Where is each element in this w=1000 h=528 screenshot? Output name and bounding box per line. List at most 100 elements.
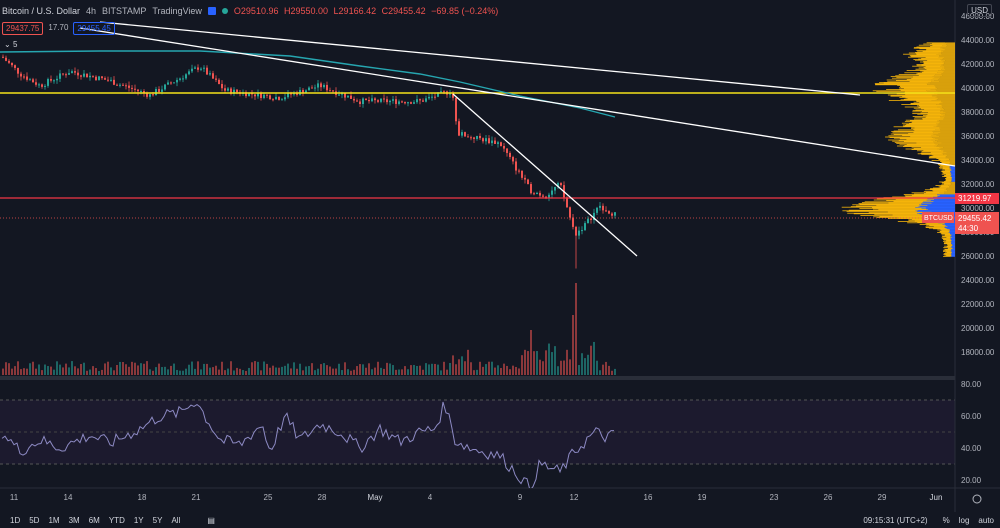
sell-price-button[interactable]: 29437.75 xyxy=(2,22,44,35)
close-value: C29455.42 xyxy=(381,6,426,16)
time-tick-label: 16 xyxy=(644,493,653,502)
vp-bar-up xyxy=(937,139,955,140)
volume-bar xyxy=(377,361,379,375)
volume-bar xyxy=(578,365,580,375)
vp-bar-value xyxy=(945,253,952,255)
vp-bar-value xyxy=(916,73,942,75)
candle-body xyxy=(608,211,610,214)
time-axis[interactable]: 11 14 18 21 25 28 May 4 9 12 16 19 23 26 29 Jun xyxy=(10,493,943,502)
vp-bar-value xyxy=(923,71,944,72)
candle-body xyxy=(146,93,148,97)
vp-bar-up xyxy=(935,129,955,131)
vp-bar-up xyxy=(936,134,955,136)
vp-bar-up xyxy=(933,130,955,132)
vp-bar-value xyxy=(879,82,929,83)
pane-separator[interactable] xyxy=(0,376,955,380)
platform-label: TradingView xyxy=(152,6,202,16)
vp-bar-value xyxy=(892,214,934,216)
date-range-icon[interactable]: ▤ xyxy=(207,515,215,525)
vp-bar-value xyxy=(914,59,941,61)
vp-bar-up xyxy=(926,199,955,201)
volume-bar xyxy=(188,364,190,375)
interval-label[interactable]: 4h xyxy=(86,6,97,16)
volume-bar xyxy=(299,363,301,375)
indicator-collapse[interactable]: ⌄ 5 xyxy=(4,40,18,49)
vp-bar-up xyxy=(949,163,955,164)
range-5y-button[interactable]: 5Y xyxy=(152,515,163,525)
vp-bar-up xyxy=(944,68,955,69)
candle-body xyxy=(122,84,124,86)
symbol-name[interactable]: Bitcoin / U.S. Dollar xyxy=(2,6,81,16)
vp-bar-value xyxy=(848,209,918,211)
range-1d-button[interactable]: 1D xyxy=(10,515,21,525)
vp-bar-value xyxy=(941,161,951,163)
vp-bar-up xyxy=(944,227,955,228)
vp-bar-up xyxy=(952,177,955,179)
clock[interactable]: 09:15:31 (UTC+2) xyxy=(863,515,928,525)
volume-bar xyxy=(296,368,298,375)
range-1m-button[interactable]: 1M xyxy=(48,515,60,525)
volume-bar xyxy=(122,362,124,375)
vp-bar-value xyxy=(941,184,951,186)
rsi-line[interactable] xyxy=(1,401,614,490)
volume-bar xyxy=(539,359,541,375)
range-6m-button[interactable]: 6M xyxy=(88,515,100,525)
vp-bar-value xyxy=(943,251,951,252)
moving-average-line[interactable] xyxy=(0,50,616,118)
volume-bar xyxy=(215,365,217,375)
vp-bar-up xyxy=(948,232,955,233)
vp-bar-value xyxy=(932,45,948,47)
vp-bar-value xyxy=(910,103,940,104)
candlesticks[interactable] xyxy=(2,54,616,269)
range-1y-button[interactable]: 1Y xyxy=(133,515,144,525)
vp-bar-value xyxy=(916,46,942,48)
vp-bar-value xyxy=(944,234,952,236)
vp-bar-value xyxy=(942,172,951,174)
volume-bar xyxy=(284,365,286,375)
settings-gear-icon[interactable] xyxy=(972,494,982,504)
trendline-lower[interactable] xyxy=(452,93,638,257)
trendline-upper[interactable] xyxy=(99,21,861,96)
volume-bar xyxy=(560,360,562,375)
vp-bar-value xyxy=(943,256,951,257)
vp-bar-up xyxy=(931,139,955,141)
vp-bar-value xyxy=(896,143,935,144)
vp-bar-up xyxy=(949,159,955,161)
vp-bar-up xyxy=(951,253,955,255)
candle-body xyxy=(434,96,436,98)
percent-toggle[interactable]: % xyxy=(942,515,950,525)
range-5d-button[interactable]: 5D xyxy=(29,515,40,525)
vp-bar-up xyxy=(952,248,955,249)
vp-bar-value xyxy=(887,211,932,213)
auto-toggle[interactable]: auto xyxy=(978,515,994,525)
buy-price-button[interactable]: 29455.45 xyxy=(73,22,115,35)
vp-bar-up xyxy=(933,137,955,139)
rsi-axis[interactable]: 80.00 60.00 40.00 20.00 xyxy=(961,380,982,485)
vp-bar-up xyxy=(939,56,955,57)
log-toggle[interactable]: log xyxy=(958,515,970,525)
vp-bar-value xyxy=(946,239,952,241)
vp-bar-value xyxy=(911,128,940,129)
volume-bar xyxy=(305,366,307,375)
trendline-middle[interactable] xyxy=(79,27,956,167)
candle-body xyxy=(8,60,10,63)
range-ytd-button[interactable]: YTD xyxy=(108,515,125,525)
vp-bar-up xyxy=(947,45,955,47)
vp-bar-value xyxy=(902,124,937,126)
vp-bar-up xyxy=(938,144,955,146)
vp-bar-up xyxy=(940,47,955,48)
vp-bar-up xyxy=(949,181,955,183)
vp-bar-up xyxy=(935,97,955,98)
candle-body xyxy=(398,101,400,104)
vp-bar-up xyxy=(937,195,955,197)
vp-bar-value xyxy=(898,217,936,219)
currency-selector[interactable]: USD xyxy=(967,4,992,17)
range-3m-button[interactable]: 3M xyxy=(68,515,80,525)
range-all-button[interactable]: All xyxy=(171,515,181,525)
vp-bar-value xyxy=(941,182,951,183)
price-axis[interactable]: 46000.0044000.0042000.0040000.0038000.00… xyxy=(961,12,995,357)
flag-icon[interactable] xyxy=(207,7,216,15)
candle-body xyxy=(377,100,379,102)
vp-bar-up xyxy=(932,76,955,77)
